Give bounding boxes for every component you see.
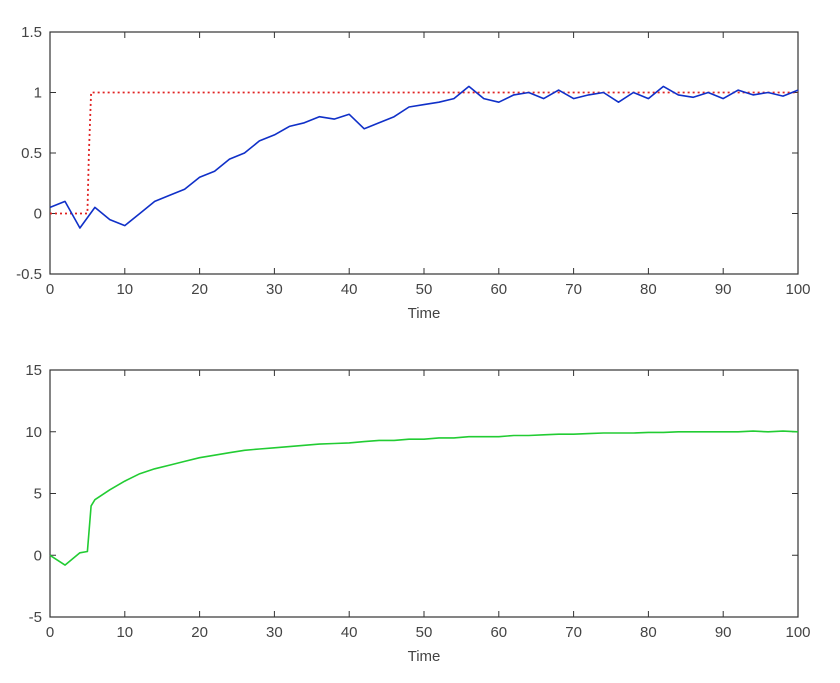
y-tick-label: -5 <box>29 609 42 626</box>
x-axis-label: Time <box>408 648 441 665</box>
x-tick-label: 70 <box>565 281 582 298</box>
plot-frame <box>49 31 799 275</box>
x-tick-label: 10 <box>116 624 133 641</box>
x-axis-label: Time <box>408 305 441 322</box>
x-tick-label: 0 <box>46 624 54 641</box>
x-tick-label: 70 <box>565 624 582 641</box>
y-tick-label: 10 <box>25 424 42 441</box>
x-tick-label: 80 <box>640 281 657 298</box>
x-tick-label: 100 <box>785 624 810 641</box>
x-tick-label: 50 <box>416 624 433 641</box>
y-tick-label: 15 <box>25 362 42 379</box>
x-tick-label: 20 <box>191 624 208 641</box>
x-tick-label: 0 <box>46 281 54 298</box>
x-tick-label: 30 <box>266 281 283 298</box>
series-line <box>49 85 799 229</box>
x-tick-label: 100 <box>785 281 810 298</box>
y-tick-label: 1 <box>34 85 42 102</box>
x-tick-label: 60 <box>490 281 507 298</box>
x-tick-label: 10 <box>116 281 133 298</box>
x-tick-label: 60 <box>490 624 507 641</box>
x-tick-label: 20 <box>191 281 208 298</box>
x-tick-label: 40 <box>341 281 358 298</box>
series-line <box>49 430 799 566</box>
x-tick-label: 90 <box>715 281 732 298</box>
x-tick-label: 50 <box>416 281 433 298</box>
y-tick-label: 5 <box>34 486 42 503</box>
y-tick-label: 0 <box>34 547 42 564</box>
x-tick-label: 80 <box>640 624 657 641</box>
y-tick-label: 1.5 <box>21 24 42 41</box>
x-tick-label: 30 <box>266 624 283 641</box>
y-tick-label: 0.5 <box>21 145 42 162</box>
plot-frame <box>49 369 799 618</box>
y-tick-label: 0 <box>34 206 42 223</box>
x-tick-label: 90 <box>715 624 732 641</box>
y-tick-label: -0.5 <box>16 266 42 283</box>
x-tick-label: 40 <box>341 624 358 641</box>
